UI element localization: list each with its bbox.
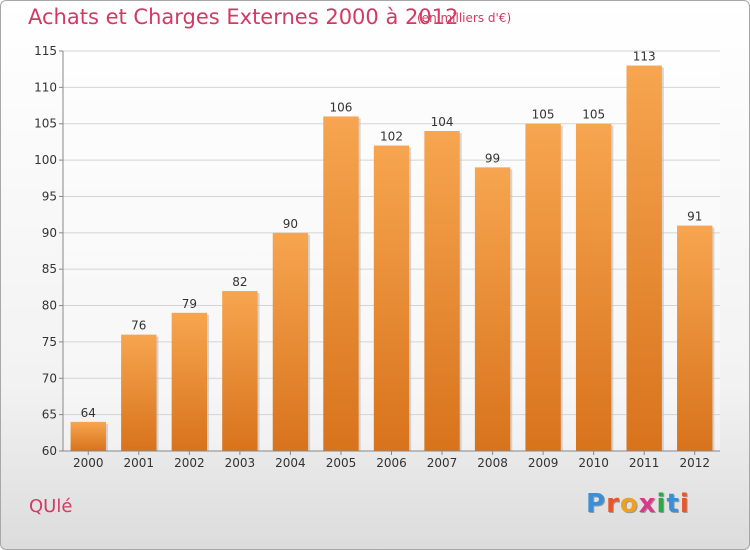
bar-2010 xyxy=(575,123,612,452)
bars: 64 76 79 82 90 106 102 104 99 105 105 113 91 xyxy=(70,50,715,452)
y-tick-label: 85 xyxy=(42,262,57,276)
bar-2000 xyxy=(70,421,106,451)
chart-subtitle: (en milliers d'€) xyxy=(417,11,512,25)
chart-title: Achats et Charges Externes 2000 à 2012 xyxy=(28,5,459,29)
bar-2008 xyxy=(474,167,511,451)
y-tick-label: 75 xyxy=(42,335,57,349)
y-tick-label: 95 xyxy=(42,189,57,203)
x-tick-label-2002: 2002 xyxy=(174,456,205,470)
x-tick-label-2001: 2001 xyxy=(124,456,155,470)
commune-name: QUlé xyxy=(29,496,73,517)
y-tick-label: 70 xyxy=(42,371,57,385)
x-tick-label-2010: 2010 xyxy=(578,456,609,470)
x-tick-label-2006: 2006 xyxy=(376,456,407,470)
bar-2012 xyxy=(677,225,713,451)
x-tick-label-2003: 2003 xyxy=(225,456,256,470)
logo-letter: t xyxy=(666,489,680,519)
y-tick-label: 110 xyxy=(34,80,57,94)
y-tick-label: 115 xyxy=(34,44,57,58)
data-label-2010: 105 xyxy=(582,108,605,122)
y-tick-label: 105 xyxy=(34,117,57,131)
axes: 60 65 70 75 80 85 90 95 100 105 110 115 2000 2001 2002… xyxy=(34,44,720,470)
data-label-2009: 105 xyxy=(532,108,555,122)
bar-2006 xyxy=(373,145,410,451)
logo-letter: P xyxy=(586,489,607,519)
data-label-2011: 113 xyxy=(633,50,656,64)
data-label-2001: 76 xyxy=(131,319,146,333)
logo-letter: r xyxy=(606,489,620,519)
data-label-2007: 104 xyxy=(431,115,454,129)
bar-2007 xyxy=(424,131,460,451)
data-label-2002: 79 xyxy=(182,297,197,311)
y-tick-label: 100 xyxy=(34,153,57,167)
y-tick-label: 60 xyxy=(42,444,57,458)
y-tick-label: 80 xyxy=(42,299,57,313)
data-label-2006: 102 xyxy=(380,130,403,144)
x-tick-label-2009: 2009 xyxy=(528,456,559,470)
y-tick-label: 65 xyxy=(42,408,57,422)
proxiti-logo[interactable]: Proxiti xyxy=(586,489,690,519)
data-label-2008: 99 xyxy=(485,151,500,165)
logo-letter: x xyxy=(638,489,657,519)
bar-2005 xyxy=(323,116,359,452)
data-label-2005: 106 xyxy=(330,100,353,114)
x-tick-label-2007: 2007 xyxy=(427,456,458,470)
data-label-2003: 82 xyxy=(232,275,247,289)
y-tick-label: 90 xyxy=(42,226,57,240)
bar-2004 xyxy=(272,232,309,451)
data-label-2012: 91 xyxy=(687,210,702,224)
x-tick-label-2011: 2011 xyxy=(629,456,660,470)
x-tick-label-2004: 2004 xyxy=(275,456,306,470)
bar-2011 xyxy=(626,65,662,451)
logo-letter: o xyxy=(619,489,639,519)
x-tick-label-2005: 2005 xyxy=(326,456,357,470)
logo-letter: i xyxy=(679,489,690,519)
bar-2001 xyxy=(121,334,157,451)
bar-2003 xyxy=(222,291,258,451)
bar-2002 xyxy=(171,312,208,451)
bar-2009 xyxy=(525,123,561,452)
x-tick-label-2000: 2000 xyxy=(73,456,104,470)
x-tick-label-2012: 2012 xyxy=(679,456,710,470)
data-label-2000: 64 xyxy=(81,406,96,420)
data-label-2004: 90 xyxy=(283,217,298,231)
x-tick-label-2008: 2008 xyxy=(477,456,508,470)
logo-letter: i xyxy=(656,489,667,519)
